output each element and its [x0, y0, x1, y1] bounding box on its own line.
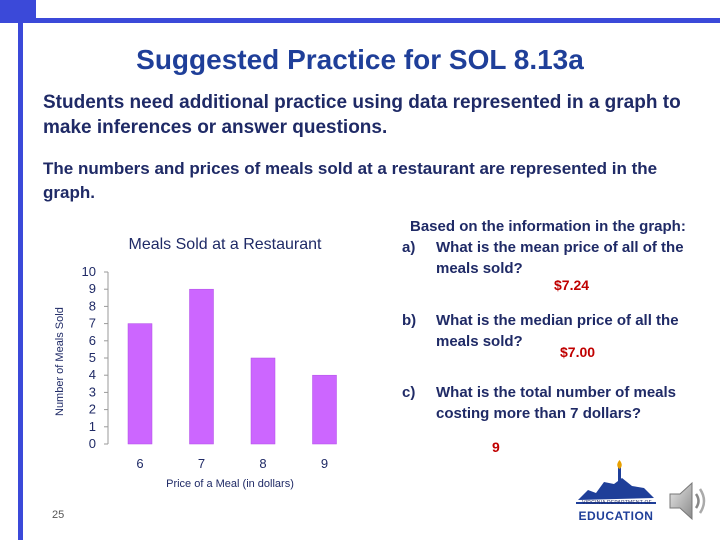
question-b: b) What is the median price of all the m… [402, 310, 702, 352]
y-tick-label: 0 [89, 436, 96, 451]
question-c: c) What is the total number of meals cos… [402, 382, 702, 424]
x-tick-label: 7 [198, 456, 205, 471]
question-b-letter: b) [402, 312, 417, 329]
y-tick-label: 8 [89, 298, 96, 313]
x-tick-label: 9 [321, 456, 328, 471]
y-tick-label: 5 [89, 350, 96, 365]
y-tick-label: 9 [89, 281, 96, 296]
bar [127, 323, 153, 445]
y-tick-label: 7 [89, 316, 96, 331]
x-tick-label: 8 [259, 456, 266, 471]
virginia-doe-logo-icon [576, 460, 656, 504]
chart-title: Meals Sold at a Restaurant [128, 236, 322, 253]
y-tick-label: 6 [89, 333, 96, 348]
x-tick-label: 6 [136, 456, 143, 471]
slide-title: Suggested Practice for SOL 8.13a [136, 44, 584, 75]
frame-top-bar [0, 18, 720, 23]
page-number: 25 [52, 509, 65, 521]
bar [189, 288, 214, 445]
y-tick-label: 3 [89, 384, 96, 399]
slide-context: The numbers and prices of meals sold at … [43, 159, 658, 202]
frame-left-bar [18, 0, 23, 540]
question-b-text: What is the median price of all the meal… [436, 312, 679, 350]
questions-intro: Based on the information in the graph: [410, 218, 686, 235]
speaker-icon[interactable] [664, 478, 710, 524]
bar [250, 357, 276, 445]
logo-department: VIRGINIA DEPARTMENT OF [582, 500, 652, 506]
chart-x-axis-label: Price of a Meal (in dollars) [166, 478, 294, 490]
question-c-text: What is the total number of meals costin… [436, 384, 677, 422]
answer-c: 9 [492, 439, 500, 455]
y-tick-label: 2 [89, 402, 96, 417]
question-a-text: What is the mean price of all of the mea… [436, 239, 684, 277]
y-tick-label: 4 [89, 367, 96, 382]
answer-a: $7.24 [554, 277, 590, 293]
y-tick-label: 1 [89, 419, 96, 434]
logo-wordmark: EDUCATION [578, 509, 654, 523]
answer-b: $7.00 [560, 344, 596, 360]
questions-panel: Based on the information in the graph: a… [402, 216, 702, 455]
question-c-letter: c) [402, 384, 416, 401]
question-a: a) What is the mean price of all of the … [402, 237, 702, 279]
question-a-letter: a) [402, 239, 416, 256]
y-tick-label: 10 [82, 264, 96, 279]
bar [312, 374, 337, 445]
slide-intro: Students need additional practice using … [43, 92, 681, 138]
